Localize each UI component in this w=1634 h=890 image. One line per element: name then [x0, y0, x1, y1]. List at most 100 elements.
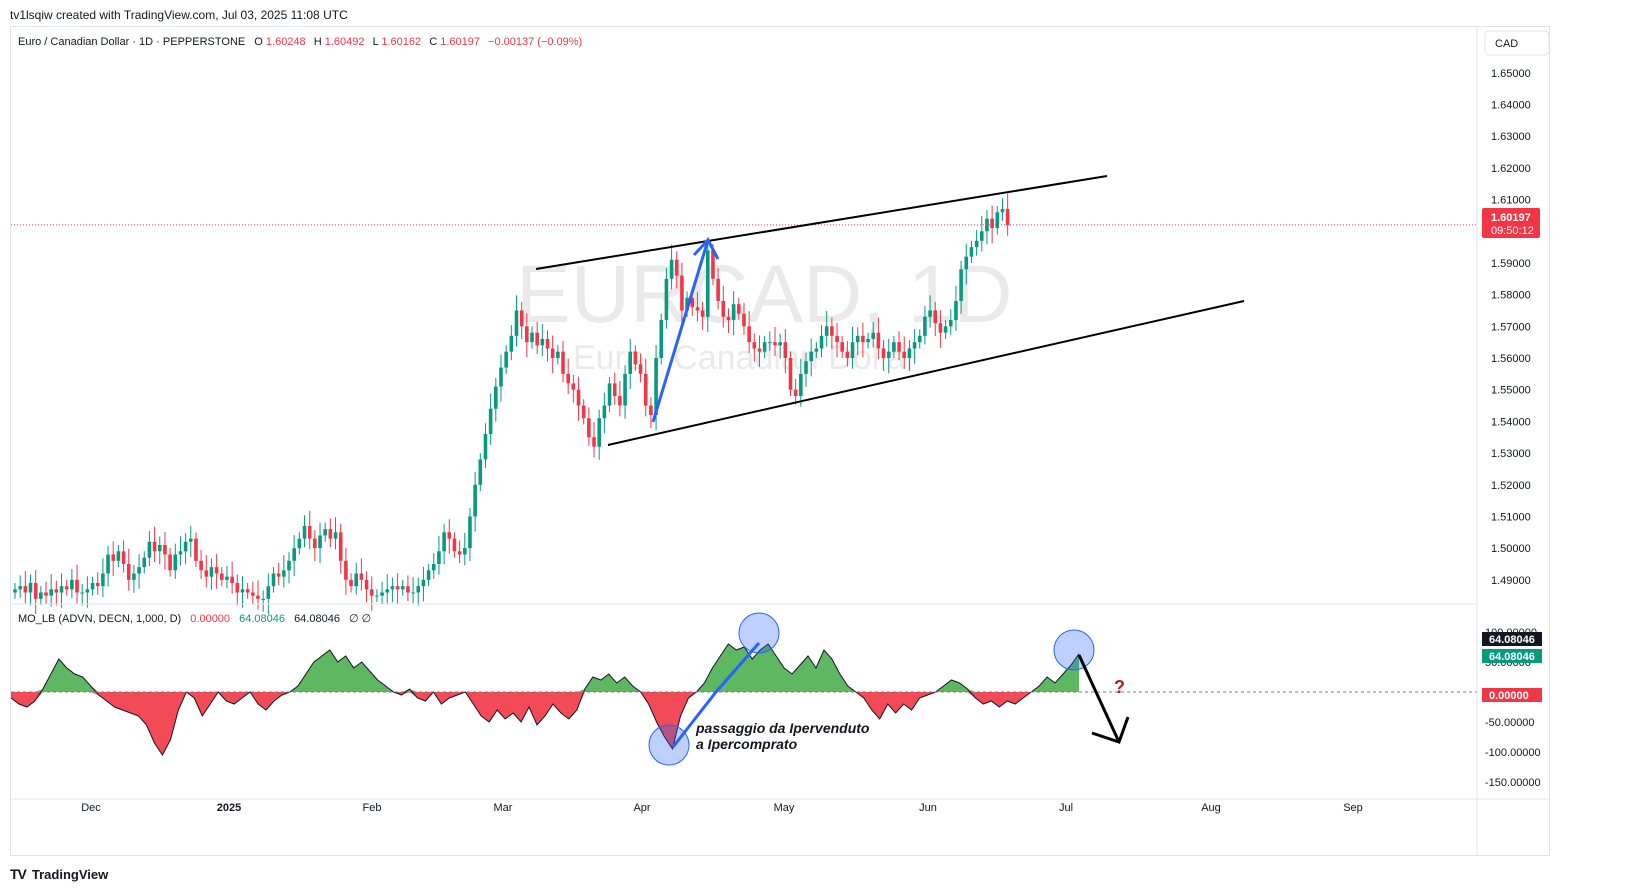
- candle-body: [550, 348, 555, 359]
- candle-body: [726, 316, 731, 320]
- candle: [824, 311, 829, 347]
- chart-frame[interactable]: EURCAD, 1D Euro / Canadian Dollar Euro /…: [10, 26, 1550, 856]
- last-price-tag: 1.60197 09:50:12: [1482, 208, 1540, 238]
- currency-button[interactable]: CAD: [1484, 30, 1550, 56]
- candle-body: [230, 576, 234, 583]
- candle-body: [59, 586, 64, 593]
- indicator-legend[interactable]: MO_LB (ADVN, DECN, 1,000, D) 0.00000 64.…: [18, 613, 371, 625]
- symbol-legend[interactable]: Euro / Canadian Dollar · 1D · PEPPERSTON…: [18, 36, 582, 48]
- candle-body: [287, 560, 291, 571]
- indicator-title: MO_LB (ADVN, DECN, 1,000, D): [18, 613, 181, 625]
- candle-body: [757, 348, 762, 352]
- candle-body: [411, 592, 415, 594]
- candle-body: [778, 342, 782, 346]
- indicator-value-3: 64.08046: [294, 613, 340, 625]
- channel-upper-line[interactable]: [535, 175, 1108, 270]
- candle-body: [799, 373, 803, 397]
- candle: [721, 285, 726, 328]
- candle-body: [509, 335, 514, 352]
- candle: [307, 510, 312, 550]
- candle: [452, 532, 457, 558]
- candle: [483, 423, 488, 468]
- candle: [855, 327, 860, 356]
- tradingview-footer[interactable]: TV TradingView: [10, 866, 108, 882]
- candle-body: [225, 576, 229, 580]
- candle: [628, 338, 633, 390]
- created-by-text: tv1lsqiw created with TradingView.com, J…: [10, 8, 348, 22]
- candle-body: [183, 541, 188, 552]
- candle: [121, 540, 126, 573]
- candle: [695, 292, 700, 322]
- candle: [669, 244, 674, 290]
- candle-body: [519, 310, 524, 327]
- candle-body: [188, 538, 193, 542]
- indicator-pane[interactable]: [10, 643, 1477, 756]
- candle: [468, 507, 472, 562]
- candle-body: [623, 373, 627, 406]
- candle: [142, 551, 147, 574]
- candle: [809, 338, 813, 377]
- candle: [261, 590, 265, 612]
- candle-body: [571, 383, 576, 390]
- candle-body: [990, 218, 994, 229]
- candle-body: [390, 586, 395, 590]
- price-tick-label: 1.56000: [1491, 353, 1531, 365]
- candle: [225, 565, 229, 589]
- candle-body: [974, 240, 979, 248]
- candle-body: [881, 348, 886, 359]
- candle-body: [504, 351, 508, 368]
- drawings-layer[interactable]: ? passaggio da Ipervenduto a Ipercomprat…: [535, 175, 1245, 766]
- candle: [390, 577, 395, 603]
- candle-body: [659, 319, 664, 359]
- chart-canvas[interactable]: EURCAD, 1D Euro / Canadian Dollar Euro /…: [10, 27, 1550, 855]
- candle: [152, 526, 157, 563]
- candle: [835, 322, 839, 358]
- overbought-circle-2[interactable]: [1053, 629, 1095, 671]
- price-axis[interactable]: 1.650001.640001.630001.620001.610001.600…: [1491, 68, 1531, 587]
- candle: [39, 586, 43, 606]
- indicator-rise-arrow[interactable]: [671, 642, 761, 748]
- candle: [251, 581, 255, 605]
- price-tick-label: 1.53000: [1491, 448, 1531, 460]
- candle: [323, 522, 327, 542]
- indicator-line: [10, 643, 1080, 756]
- candle-body: [674, 259, 679, 276]
- candle: [597, 409, 602, 460]
- candle: [1000, 198, 1005, 221]
- candle-body: [39, 592, 43, 599]
- candle-body: [902, 351, 907, 359]
- rally-arrow-head: [692, 237, 720, 260]
- candle: [282, 555, 286, 588]
- candle: [680, 262, 684, 326]
- last-price-value: 1.60197: [1491, 212, 1531, 224]
- projection-arrow-line[interactable]: [1077, 654, 1121, 743]
- candle: [762, 335, 767, 359]
- candle: [948, 309, 953, 335]
- candle-body: [323, 529, 327, 536]
- rally-arrow-line[interactable]: [651, 239, 710, 423]
- channel-lower-line[interactable]: [607, 300, 1245, 446]
- candle-body: [912, 342, 917, 349]
- time-axis[interactable]: Dec 2025 Feb Mar Apr May Jun Jul Aug Sep: [81, 802, 1363, 814]
- oversold-circle[interactable]: [648, 724, 690, 766]
- candle-body: [788, 358, 793, 390]
- candle: [649, 396, 653, 429]
- candle: [995, 205, 1000, 235]
- candle-body: [762, 342, 767, 352]
- candle: [886, 338, 891, 374]
- currency-label: CAD: [1495, 38, 1518, 50]
- candle: [773, 326, 777, 357]
- price-tick-label: 1.52000: [1491, 480, 1531, 492]
- candle: [173, 543, 178, 579]
- high-label: H: [314, 36, 322, 48]
- candle-body: [354, 573, 359, 587]
- candle: [840, 335, 844, 359]
- question-mark: ?: [1114, 677, 1125, 697]
- candle-body: [421, 579, 426, 587]
- candle: [478, 453, 483, 492]
- low-value: 1.60162: [381, 36, 421, 48]
- overbought-circle-1[interactable]: [738, 612, 780, 654]
- candle: [18, 575, 22, 598]
- candle-body: [643, 373, 648, 406]
- candle: [411, 577, 415, 604]
